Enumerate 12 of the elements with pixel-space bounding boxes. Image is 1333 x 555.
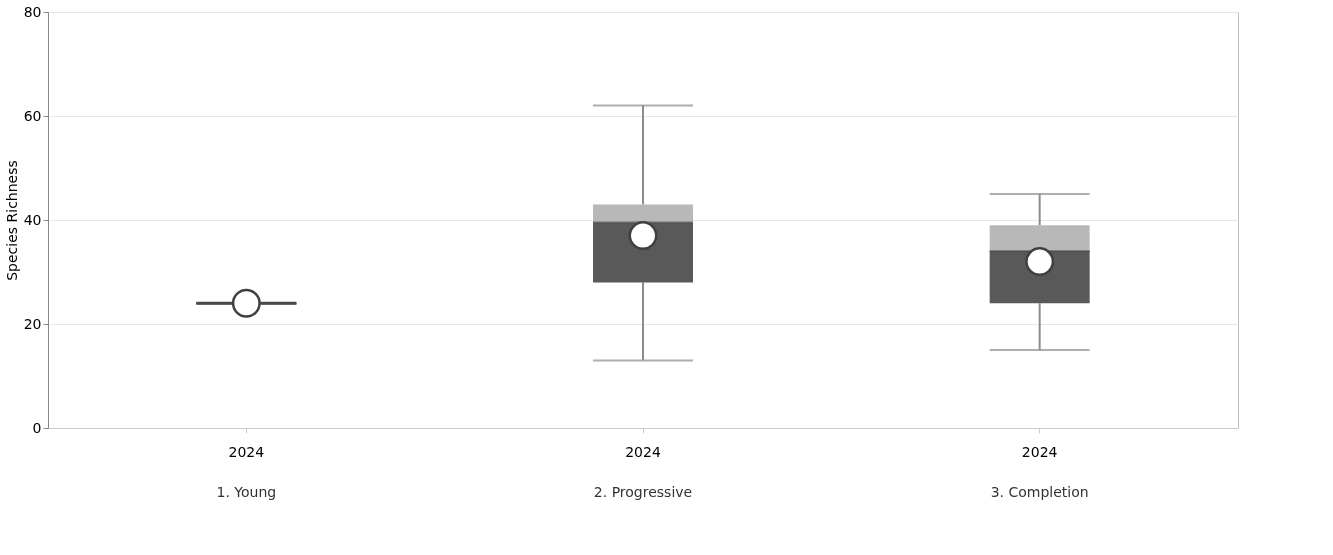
text: 2. Progressive (593, 484, 693, 500)
text: 3. Completion (990, 484, 1089, 500)
y-tick-label: 80 (23, 3, 42, 20)
y-axis-title: Species Richness (3, 160, 20, 281)
x-tick-label: 2024 (1021, 443, 1058, 460)
y-tick-label: 20 (23, 315, 42, 332)
x-tick-label: 2024 (625, 443, 661, 460)
y-tick-label: 0 (32, 419, 42, 436)
y-tick-label: 60 (23, 107, 42, 124)
text: 1. Young (216, 484, 277, 500)
y-tick-label: 40 (23, 211, 42, 228)
x-tick-label: 2024 (228, 443, 265, 460)
